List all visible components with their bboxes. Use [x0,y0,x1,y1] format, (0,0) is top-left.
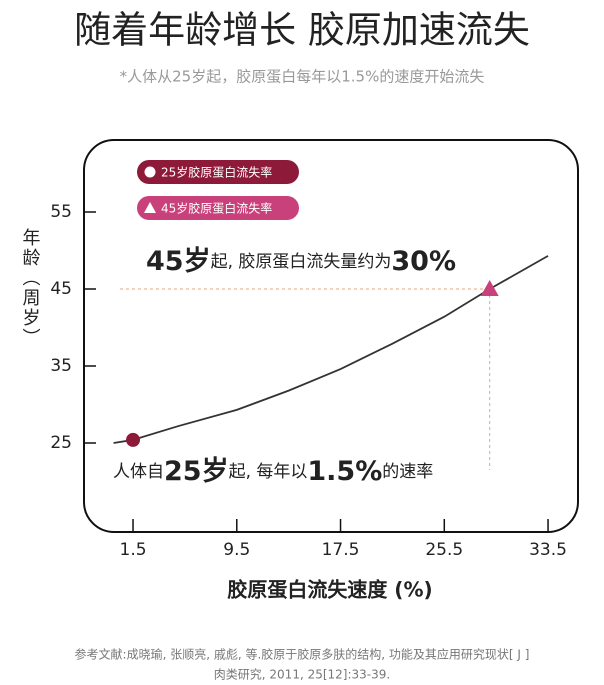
x-tick-label: 1.5 [120,540,147,560]
y-tick-label: 25 [50,433,72,453]
x-tick-label: 9.5 [223,540,250,560]
point [126,432,141,447]
legend-pill [137,196,299,220]
annotation-part: 1.5% [307,456,382,487]
annotation-part: 起, 胶原蛋白流失量约为 [211,252,392,272]
legend-label: 25岁胶原蛋白流失率 [161,165,272,180]
annotation-part: 的速率 [382,462,433,482]
annotation-part: 人体自 [113,462,164,482]
point [480,280,499,296]
reference: 参考文献:成晓瑜, 张顺亮, 戚彪, 等.胶原于胶原多肤的结构, 功能及其应用研… [75,647,530,662]
y-tick-label: 35 [50,356,72,376]
y-tick-label: 45 [50,279,72,299]
y-axis-label: 年龄（周岁） [20,228,41,348]
legend-label: 45岁胶原蛋白流失率 [161,201,272,216]
annotation-part: 45岁 [146,246,211,277]
reference: 肉类研究, 2011, 25[12]:33-39. [214,667,390,682]
annotation-part: 起, 每年以 [229,462,308,482]
x-tick-label: 25.5 [425,540,463,560]
legend-pill [137,160,299,184]
x-axis-label: 胶原蛋白流失速度 (%) [227,578,432,602]
annotation-part: 30% [391,246,456,277]
x-tick-label: 17.5 [322,540,360,560]
annotation: 45岁起, 胶原蛋白流失量约为30% [146,246,456,277]
chart-title: 随着年龄增长 胶原加速流失 [74,9,530,52]
legend-marker [144,202,156,213]
plot-frame [83,139,579,533]
legend-marker [144,166,156,178]
annotation-part: 25岁 [164,456,229,487]
curve [113,255,549,444]
annotation: 人体自25岁起, 每年以1.5%的速率 [113,456,433,487]
chart-subtitle: *人体从25岁起，胶原蛋白每年以1.5%的速度开始流失 [120,68,485,86]
x-tick-label: 33.5 [529,540,567,560]
y-tick-label: 55 [50,202,72,222]
